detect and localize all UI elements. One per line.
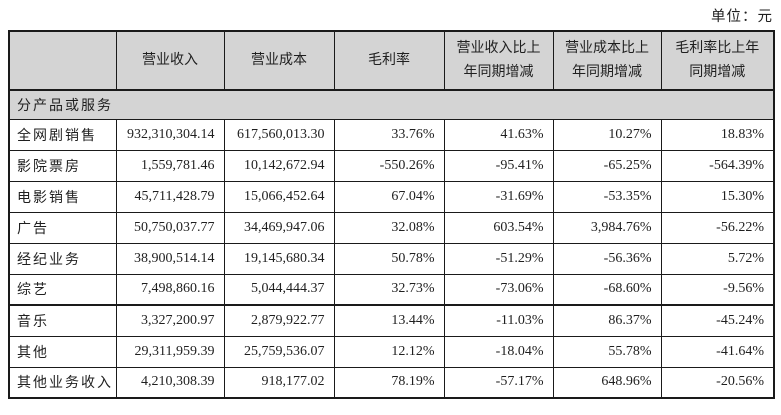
cell-revenue-yoy: -51.29% [443,242,554,275]
row-label: 音乐 [8,304,117,337]
row-label: 电影销售 [8,180,117,213]
cell-revenue: 932,310,304.14 [115,118,225,151]
row-label: 其他 [8,335,117,368]
cell-cost: 25,759,536.07 [223,335,335,368]
section-header-label: 分产品或服务 [8,89,775,120]
header-cost: 营业成本 [223,30,335,91]
header-margin-yoy: 毛利率比上年 同期增减 [660,30,775,91]
cell-cost-yoy: 648.96% [552,366,662,399]
cell-revenue-yoy: -31.69% [443,180,554,213]
header-cost-yoy: 营业成本比上 年同期增减 [552,30,662,91]
revenue-by-product-table: 营业收入 营业成本 毛利率 营业收入比上 年同期增减 营业成本比上 年同期增减 … [8,30,775,399]
table-row: 全网剧销售 932,310,304.14 617,560,013.30 33.7… [8,118,775,151]
row-label: 全网剧销售 [8,118,117,151]
cell-cost-yoy: -56.36% [552,242,662,275]
table-row: 影院票房 1,559,781.46 10,142,672.94 -550.26%… [8,149,775,182]
cell-cost: 15,066,452.64 [223,180,335,213]
cell-margin: 32.08% [333,211,445,244]
cell-revenue-yoy: -57.17% [443,366,554,399]
cell-revenue-yoy: -95.41% [443,149,554,182]
table-header-row: 营业收入 营业成本 毛利率 营业收入比上 年同期增减 营业成本比上 年同期增减 … [8,30,775,91]
cell-revenue: 3,327,200.97 [115,304,225,337]
cell-revenue-yoy: 603.54% [443,211,554,244]
row-label: 综艺 [8,273,117,306]
cell-cost: 5,044,444.37 [223,273,335,306]
cell-cost: 34,469,947.06 [223,211,335,244]
cell-margin: 50.78% [333,242,445,275]
cell-cost: 617,560,013.30 [223,118,335,151]
table-row: 其他业务收入 4,210,308.39 918,177.02 78.19% -5… [8,366,775,399]
table-row: 电影销售 45,711,428.79 15,066,452.64 67.04% … [8,180,775,213]
table-row: 音乐 3,327,200.97 2,879,922.77 13.44% -11.… [8,304,775,337]
cell-margin: 78.19% [333,366,445,399]
cell-margin-yoy: -45.24% [660,304,775,337]
cell-margin-yoy: 15.30% [660,180,775,213]
header-blank [8,30,117,91]
cell-margin: 33.76% [333,118,445,151]
cell-margin: -550.26% [333,149,445,182]
cell-cost-yoy: 86.37% [552,304,662,337]
cell-margin: 12.12% [333,335,445,368]
cell-margin: 13.44% [333,304,445,337]
cell-margin-yoy: -9.56% [660,273,775,306]
cell-revenue: 45,711,428.79 [115,180,225,213]
cell-cost-yoy: 10.27% [552,118,662,151]
table-row: 综艺 7,498,860.16 5,044,444.37 32.73% -73.… [8,273,775,306]
cell-cost-yoy: -68.60% [552,273,662,306]
row-label: 影院票房 [8,149,117,182]
cell-cost: 2,879,922.77 [223,304,335,337]
cell-revenue-yoy: -73.06% [443,273,554,306]
header-revenue-yoy: 营业收入比上 年同期增减 [443,30,554,91]
cell-margin-yoy: -41.64% [660,335,775,368]
table-row: 广告 50,750,037.77 34,469,947.06 32.08% 60… [8,211,775,244]
cell-cost-yoy: 3,984.76% [552,211,662,244]
cell-cost-yoy: -65.25% [552,149,662,182]
cell-revenue-yoy: -11.03% [443,304,554,337]
header-revenue: 营业收入 [115,30,225,91]
row-label: 广告 [8,211,117,244]
cell-margin-yoy: -20.56% [660,366,775,399]
cell-revenue: 38,900,514.14 [115,242,225,275]
cell-revenue: 1,559,781.46 [115,149,225,182]
cell-revenue: 4,210,308.39 [115,366,225,399]
cell-cost-yoy: 55.78% [552,335,662,368]
cell-cost-yoy: -53.35% [552,180,662,213]
unit-label: 单位：元 [711,9,773,25]
table-row: 经纪业务 38,900,514.14 19,145,680.34 50.78% … [8,242,775,275]
cell-margin: 67.04% [333,180,445,213]
row-label: 经纪业务 [8,242,117,275]
cell-margin-yoy: -56.22% [660,211,775,244]
cell-margin-yoy: 18.83% [660,118,775,151]
cell-margin: 32.73% [333,273,445,306]
header-margin: 毛利率 [333,30,445,91]
cell-revenue-yoy: 41.63% [443,118,554,151]
cell-cost: 918,177.02 [223,366,335,399]
cell-revenue: 50,750,037.77 [115,211,225,244]
table-row: 其他 29,311,959.39 25,759,536.07 12.12% -1… [8,335,775,368]
cell-margin-yoy: -564.39% [660,149,775,182]
cell-margin-yoy: 5.72% [660,242,775,275]
cell-cost: 10,142,672.94 [223,149,335,182]
row-label: 其他业务收入 [8,366,117,399]
section-row-by-product: 分产品或服务 [8,89,775,120]
cell-revenue: 29,311,959.39 [115,335,225,368]
cell-cost: 19,145,680.34 [223,242,335,275]
cell-revenue: 7,498,860.16 [115,273,225,306]
cell-revenue-yoy: -18.04% [443,335,554,368]
